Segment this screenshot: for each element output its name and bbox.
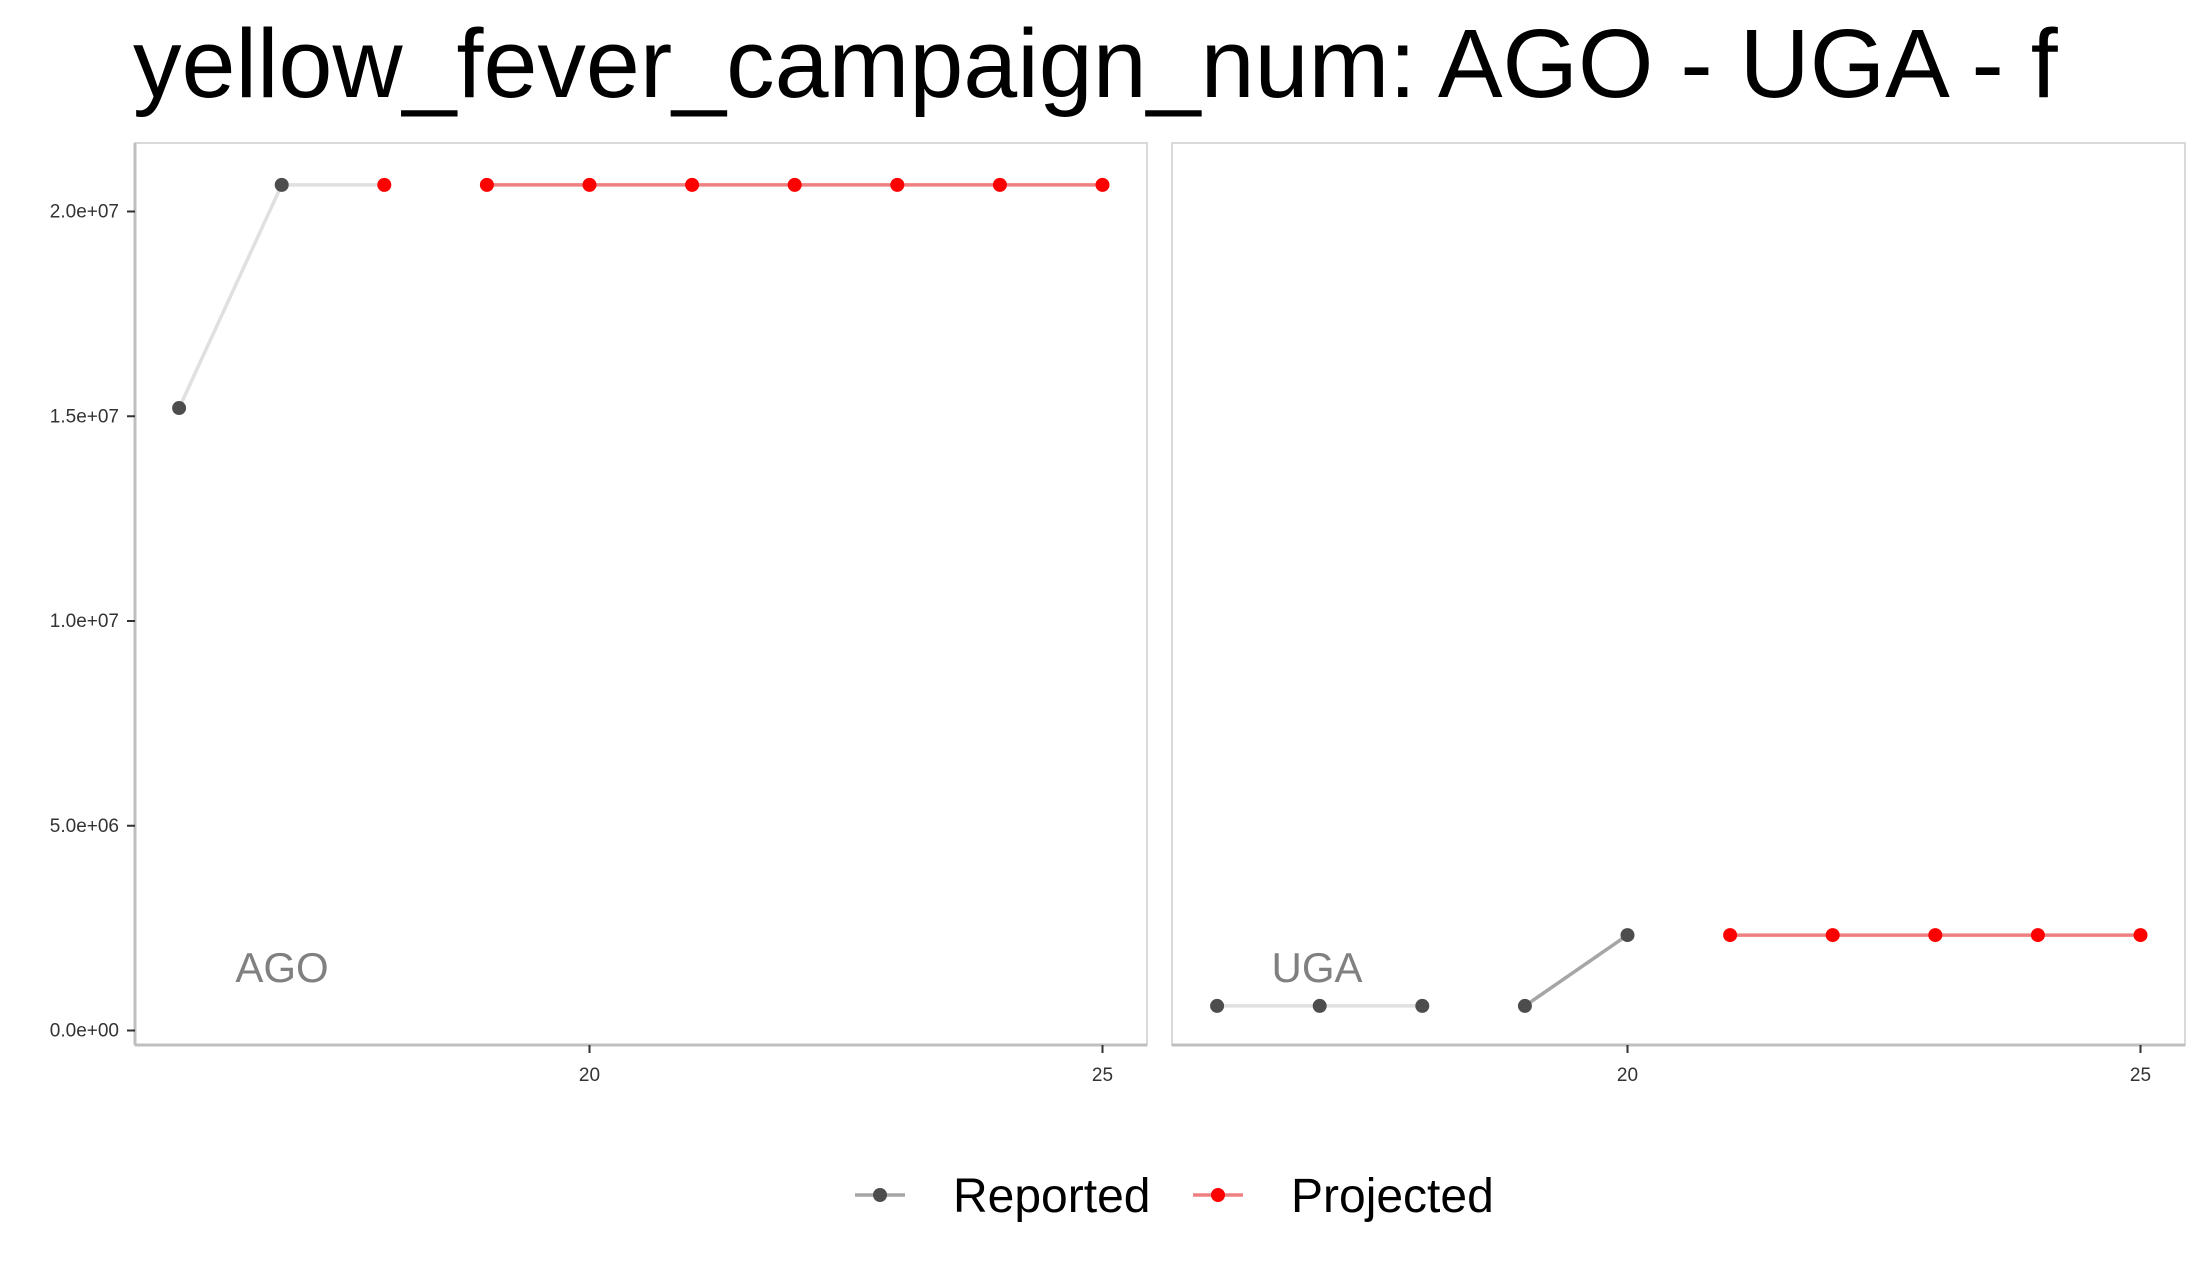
reported-point	[1312, 998, 1327, 1013]
projected-point	[992, 177, 1007, 192]
reported-point	[172, 401, 187, 416]
panel-border	[134, 142, 1148, 1046]
projected-point	[582, 177, 597, 192]
x-tick-label: 20	[579, 1065, 600, 1086]
reported-point	[1415, 998, 1430, 1013]
y-tick-label: 2.0e+07	[50, 202, 119, 223]
reported-line	[177, 183, 284, 410]
projected-point	[1723, 928, 1738, 943]
x-tick-label: 25	[2130, 1065, 2151, 1086]
projected-point	[2030, 928, 2045, 943]
projected-point	[1928, 928, 1943, 943]
projected-point	[1095, 177, 1110, 192]
y-tick-label: 0.0e+00	[50, 1021, 119, 1042]
projected-point	[377, 177, 392, 192]
projected-point	[479, 177, 494, 192]
reported-line	[1523, 933, 1630, 1008]
projected-point	[685, 177, 700, 192]
x-tick-label: 25	[1092, 1065, 1113, 1086]
y-tick-label: 5.0e+06	[50, 816, 119, 837]
reported-point	[274, 177, 289, 192]
reported-point	[1620, 928, 1635, 943]
projected-point	[2133, 928, 2148, 943]
reported-point	[1210, 998, 1225, 1013]
legend-reported-marker	[873, 1188, 887, 1202]
y-tick-label: 1.5e+07	[50, 406, 119, 427]
legend-projected-marker	[1211, 1188, 1225, 1202]
legend-projected-label: Projected	[1291, 1170, 1494, 1223]
y-tick-label: 1.0e+07	[50, 611, 119, 632]
chart-title: yellow_fever_campaign_num: AGO - UGA - f	[133, 9, 2058, 118]
projected-point	[1825, 928, 1840, 943]
reported-point	[1517, 998, 1532, 1013]
facet-label: AGO	[235, 944, 328, 991]
projected-point	[787, 177, 802, 192]
facet-label: UGA	[1271, 944, 1362, 991]
panel-border	[1171, 142, 2186, 1046]
projected-point	[890, 177, 905, 192]
x-tick-label: 20	[1617, 1065, 1638, 1086]
legend-reported-label: Reported	[953, 1170, 1150, 1223]
